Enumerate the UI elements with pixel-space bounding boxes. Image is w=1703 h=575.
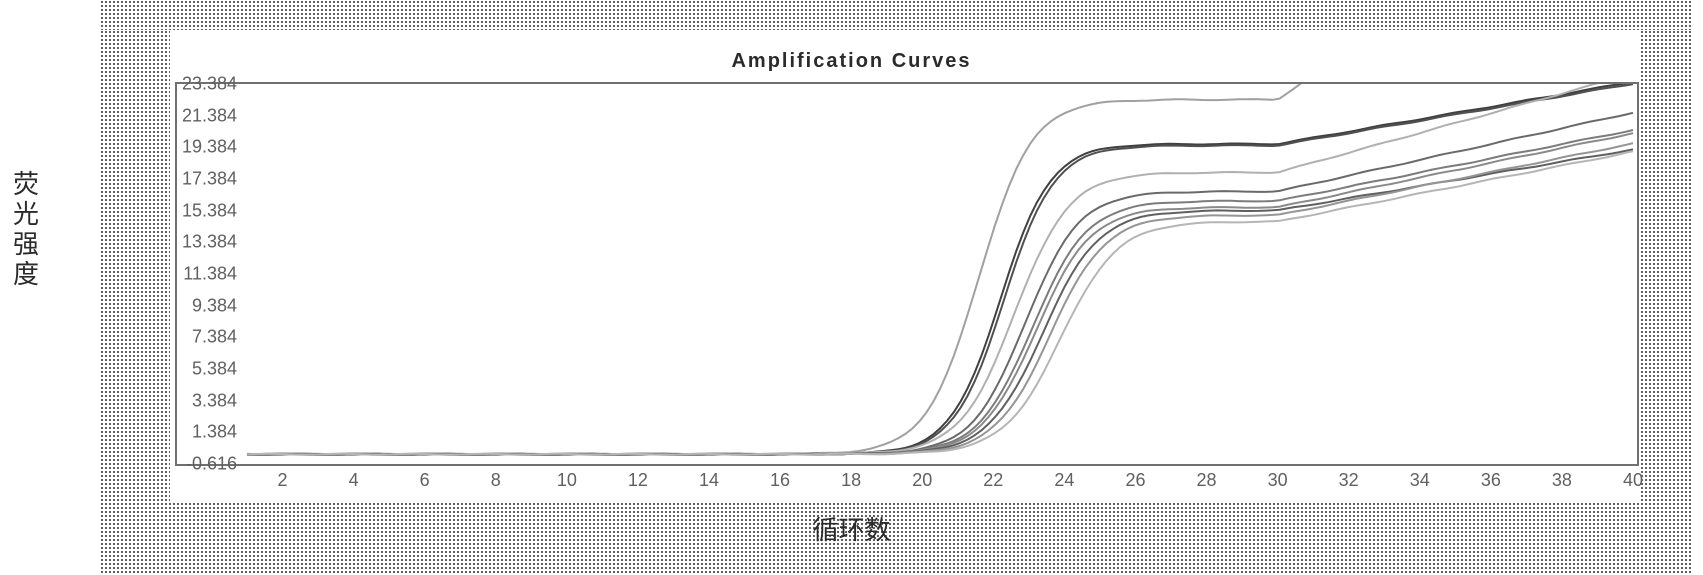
plot-frame: -0.6161.3843.3845.3847.3849.38411.38413.… xyxy=(175,82,1639,466)
series-line xyxy=(247,133,1633,455)
halftone-right xyxy=(1640,30,1693,502)
y-axis-label-char: 强 xyxy=(10,230,42,260)
halftone-left xyxy=(100,30,170,502)
x-tick-label: 4 xyxy=(349,464,359,491)
x-tick-label: 26 xyxy=(1125,464,1145,491)
x-tick-label: 14 xyxy=(699,464,719,491)
x-tick-label: 6 xyxy=(420,464,430,491)
halftone-top xyxy=(100,0,1693,30)
series-line xyxy=(247,143,1633,455)
x-tick-label: 40 xyxy=(1623,464,1643,491)
x-tick-label: 12 xyxy=(628,464,648,491)
x-tick-label: 36 xyxy=(1481,464,1501,491)
series-line xyxy=(247,84,1633,455)
x-tick-label: 16 xyxy=(770,464,790,491)
x-tick-label: 38 xyxy=(1552,464,1572,491)
series-line xyxy=(247,113,1633,455)
chart-title: Amplification Curves xyxy=(0,50,1703,73)
y-axis-label: 荧光强度 xyxy=(10,170,42,290)
x-tick-label: 8 xyxy=(491,464,501,491)
x-tick-label: 30 xyxy=(1268,464,1288,491)
series-line xyxy=(247,84,1633,455)
series-line xyxy=(247,84,1633,455)
y-axis-label-char: 荧 xyxy=(10,170,42,200)
page-root: Amplification Curves 荧光强度 -0.6161.3843.3… xyxy=(0,0,1703,575)
curves-svg xyxy=(177,84,1637,464)
x-tick-label: 32 xyxy=(1339,464,1359,491)
series-line xyxy=(247,130,1633,455)
y-axis-label-char: 光 xyxy=(10,200,42,230)
x-tick-label: 34 xyxy=(1410,464,1430,491)
series-line xyxy=(247,149,1633,454)
x-tick-label: 20 xyxy=(912,464,932,491)
x-tick-label: 28 xyxy=(1197,464,1217,491)
x-tick-label: 2 xyxy=(278,464,288,491)
x-axis-label: 循环数 xyxy=(0,510,1703,547)
x-tick-label: 10 xyxy=(557,464,577,491)
x-tick-label: 22 xyxy=(983,464,1003,491)
x-tick-label: 24 xyxy=(1054,464,1074,491)
series-line xyxy=(247,151,1633,455)
y-axis-label-char: 度 xyxy=(10,260,42,290)
series-line xyxy=(247,84,1633,455)
x-tick-label: 18 xyxy=(841,464,861,491)
